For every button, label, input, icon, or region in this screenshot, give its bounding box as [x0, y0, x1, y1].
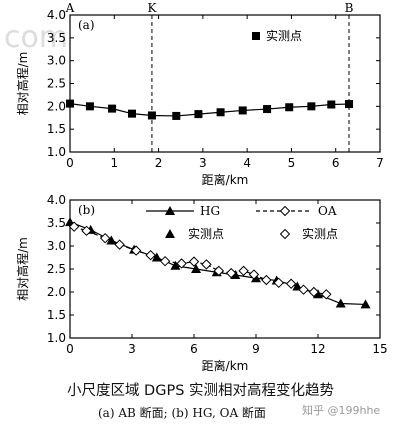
- panel-b-y-tick-label: 4.0: [47, 193, 66, 207]
- panel-a-data-point: [85, 102, 94, 111]
- panel-b-x-tick-label: 3: [128, 342, 136, 356]
- panel-a-y-axis-label: 相对高程/m: [15, 52, 30, 116]
- panel-a-x-tick-label: 0: [66, 156, 74, 170]
- panel-a-vline-label: B: [345, 1, 354, 15]
- panel-b-data-point: [68, 221, 80, 232]
- panel-b-x-tick-label: 6: [190, 342, 198, 356]
- panel-a-x-tick-label: 2: [155, 156, 163, 170]
- panel-b-x-axis-label: 距离/km: [202, 358, 249, 373]
- panel-a-y-tick-label: 3.5: [47, 31, 66, 45]
- panel-a-x-axis-label: 距离/km: [202, 172, 249, 187]
- panel-b-data-point: [335, 298, 346, 308]
- panel-a-x-tick-label: 4: [243, 156, 251, 170]
- panel-b-data-point: [213, 265, 225, 277]
- panel-a-y-tick-label: 2.0: [47, 99, 66, 113]
- caption-title: 小尺度区域 DGPS 实测相对高程变化趋势: [66, 383, 335, 399]
- panel-a-y-tick-label: 4.0: [47, 8, 66, 22]
- panel-b-data-point: [308, 286, 320, 298]
- panel-a-x-tick-label: 1: [110, 156, 118, 170]
- panel-b-legend-label-diamond: 实测点: [302, 226, 338, 241]
- panel-a-panel-label: (a): [78, 18, 95, 32]
- panel-b-data-point: [81, 225, 92, 237]
- panel-b-data-point: [201, 259, 212, 270]
- panel-b-data-point: [130, 245, 142, 256]
- panel-b-panel-label: (b): [78, 203, 95, 217]
- panel-b-legend-label-oa: OA: [318, 204, 337, 218]
- panel-b-legend-marker-oa: [279, 205, 291, 217]
- panel-b-x-tick-label: 9: [252, 342, 260, 356]
- panel-b-x-tick-label: 12: [310, 342, 325, 356]
- panel-a-data-point: [194, 110, 203, 119]
- panel-a-y-tick-label: 3.0: [47, 54, 66, 68]
- panel-b-data-point: [251, 273, 261, 283]
- panel-b-data-point: [285, 278, 297, 289]
- panel-b-data-point: [99, 232, 111, 244]
- panel-a-x-tick-label: 7: [376, 156, 384, 170]
- panel-a-legend-marker: [252, 32, 260, 40]
- panel-a-data-point: [172, 111, 181, 120]
- panel-a-data-point: [285, 103, 294, 112]
- panel-b-data-point: [273, 277, 284, 289]
- panel-b-legend-marker-triangle: [165, 229, 175, 238]
- panel-b-x-tick-label: 0: [66, 342, 74, 356]
- panel-a-data-point: [263, 105, 272, 114]
- panel-a-x-tick-label: 6: [332, 156, 340, 170]
- panel-b-y-axis-label: 相对高程/m: [15, 237, 30, 301]
- panel-b-data-point: [145, 249, 156, 261]
- panel-b-y-tick-label: 1.5: [47, 308, 66, 322]
- panel-a-data-point: [147, 111, 156, 120]
- panel-b-plot-frame: [69, 199, 381, 339]
- panel-b-legend-marker-diamond: [279, 228, 291, 240]
- panel-b-data-point: [170, 260, 181, 270]
- panel-b-data-point: [225, 267, 237, 279]
- panel-b-y-tick-label: 3.5: [47, 216, 66, 230]
- panel-b-data-point: [176, 258, 187, 269]
- panel-a-data-point: [345, 100, 353, 109]
- panel-a-data-point: [108, 104, 117, 113]
- panel-a-y-tick-label: 1.0: [47, 145, 66, 159]
- panel-b-data-point: [313, 289, 323, 299]
- panel-b-data-point: [188, 256, 200, 267]
- panel-a-vline-label: K: [147, 1, 157, 15]
- panel-b-data-point: [298, 284, 309, 295]
- panel-a-data-point: [307, 102, 316, 111]
- watermark-top: com: [4, 20, 69, 55]
- panel-b-data-point: [114, 239, 125, 250]
- panel-a-data-point: [216, 108, 225, 117]
- panel-a-y-tick-label: 2.5: [47, 77, 66, 91]
- panel-b-data-point: [159, 255, 171, 267]
- panel-b-data-point: [238, 265, 249, 277]
- panel-b-data-point: [191, 264, 202, 273]
- panel-a-x-tick-label: 3: [199, 156, 207, 170]
- panel-a-y-tick-label: 1.5: [47, 122, 66, 136]
- panel-b-y-tick-label: 2.0: [47, 285, 66, 299]
- panel-a-vline-label: A: [65, 1, 75, 15]
- panel-b-y-tick-label: 3.0: [47, 239, 66, 253]
- panel-b-x-tick-label: 15: [372, 342, 387, 356]
- watermark-bottom: 知乎 @199hhe: [302, 404, 381, 417]
- panel-a-data-point: [66, 99, 74, 108]
- panel-a-data-point: [238, 106, 247, 115]
- panel-b-data-point: [360, 299, 371, 309]
- panel-b-legend-label-triangle: 实测点: [188, 226, 224, 241]
- panel-a-data-point: [128, 109, 136, 118]
- panel-b-data-point: [230, 269, 241, 279]
- panel-b-y-tick-label: 1.0: [47, 331, 66, 345]
- panel-b-legend-label-hg: HG: [200, 204, 220, 218]
- panel-a-plot-frame: [69, 14, 381, 153]
- figure: 0 1 2 3 4 5 6 71.01.52.02.53.03.54.0距离/km相对高程/m…: [15, 1, 388, 373]
- panel-b-legend-marker-hg: [165, 206, 175, 215]
- panel-a-x-tick-label: 5: [288, 156, 296, 170]
- panel-a-data-point: [327, 100, 336, 109]
- caption-subtitle: (a) AB 断面; (b) HG, OA 断面: [98, 406, 266, 420]
- panel-b-y-tick-label: 2.5: [47, 262, 66, 276]
- panel-b-data-point: [321, 289, 332, 300]
- panel-b-data-point: [261, 274, 272, 286]
- panel-a-legend-label: 实测点: [266, 28, 302, 43]
- panel-b-data-point: [248, 269, 260, 280]
